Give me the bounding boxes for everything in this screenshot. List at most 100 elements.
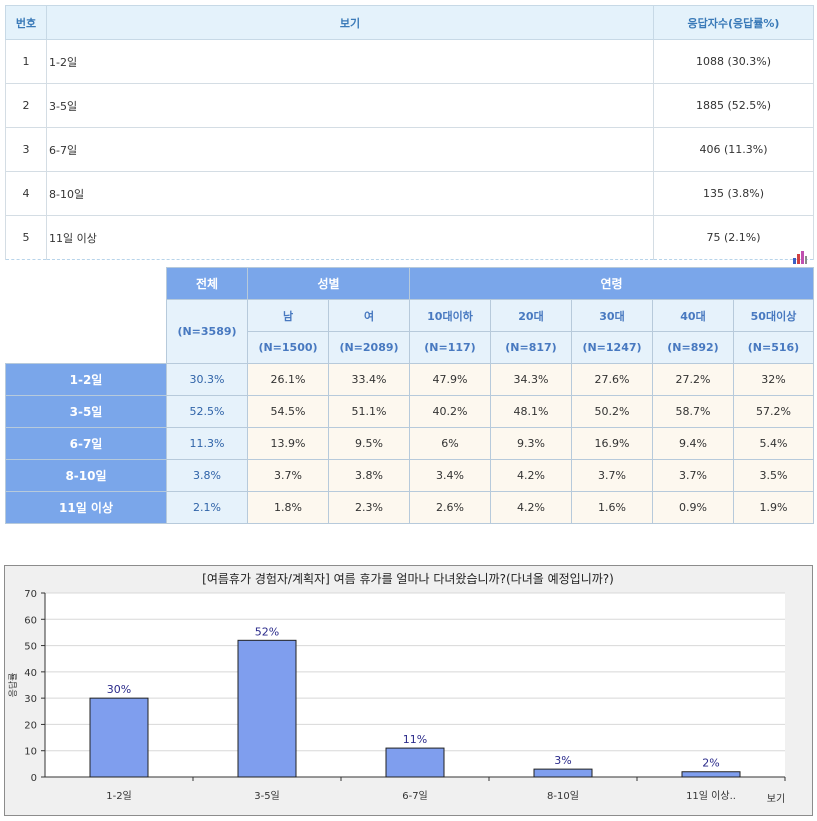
row-number: 5 bbox=[5, 215, 47, 260]
table-row: 5 11일 이상 75 (2.1%) bbox=[5, 215, 814, 260]
crosstab-group-n: (N=1247) bbox=[571, 331, 653, 364]
y-tick-label: 0 bbox=[31, 773, 37, 784]
crosstab-cell: 58.7% bbox=[652, 395, 734, 428]
row-option: 11일 이상 bbox=[46, 215, 654, 260]
x-tick-label: 8-10일 bbox=[547, 790, 579, 802]
crosstab-group-label: 10대이하 bbox=[409, 299, 491, 332]
crosstab-total-n: (N=3589) bbox=[166, 299, 248, 364]
crosstab-row: 3-5일 52.5% 54.5% 51.1% 40.2% 48.1% 50.2% 58.7% 5… bbox=[5, 395, 814, 428]
crosstab-group-label: 30대 bbox=[571, 299, 653, 332]
chart-title: [여름휴가 경험자/계획자] 여름 휴가를 얼마나 다녀왔습니까?(다녀올 예정… bbox=[202, 571, 614, 586]
crosstab-total-label: 전체 bbox=[166, 267, 248, 300]
crosstab-cell: 9.4% bbox=[652, 427, 734, 460]
crosstab-group-n: (N=1500) bbox=[247, 331, 329, 364]
crosstab-total-cell: 2.1% bbox=[166, 491, 248, 524]
crosstab-cell: 1.8% bbox=[247, 491, 329, 524]
bar-1 bbox=[89, 697, 149, 778]
table-row: 3 6-7일 406 (11.3%) bbox=[5, 127, 814, 172]
crosstab-row-label: 11일 이상 bbox=[5, 491, 167, 524]
crosstab-cell: 48.1% bbox=[490, 395, 572, 428]
crosstab-cell: 1.9% bbox=[733, 491, 814, 524]
crosstab-group-label: 20대 bbox=[490, 299, 572, 332]
bar-data-label: 11% bbox=[403, 733, 427, 746]
crosstab-cell: 3.7% bbox=[571, 459, 653, 492]
row-number: 1 bbox=[5, 39, 47, 84]
crosstab-cell: 40.2% bbox=[409, 395, 491, 428]
bar-data-label: 3% bbox=[554, 754, 571, 767]
crosstab-row-label: 3-5일 bbox=[5, 395, 167, 428]
crosstab-age-label: 연령 bbox=[409, 267, 814, 300]
crosstab-cell: 3.4% bbox=[409, 459, 491, 492]
row-option: 8-10일 bbox=[46, 171, 654, 216]
crosstab-total-cell: 3.8% bbox=[166, 459, 248, 492]
crosstab-group-n: (N=892) bbox=[652, 331, 734, 364]
row-responses: 135 (3.8%) bbox=[653, 171, 814, 216]
crosstab-cell: 16.9% bbox=[571, 427, 653, 460]
crosstab-cell: 0.9% bbox=[652, 491, 734, 524]
crosstab-cell: 27.6% bbox=[571, 363, 653, 396]
x-tick-label: 11일 이상.. bbox=[686, 790, 736, 802]
row-responses: 1088 (30.3%) bbox=[653, 39, 814, 84]
response-table: 번호 보기 응답자수(응답률%) 1 1-2일 1088 (30.3%) 2 3-5일 1… bbox=[5, 5, 814, 260]
x-tick-label: 6-7일 bbox=[402, 790, 428, 802]
bar-data-label: 52% bbox=[255, 625, 279, 638]
table-row: 4 8-10일 135 (3.8%) bbox=[5, 171, 814, 216]
crosstab-corner bbox=[5, 267, 167, 364]
crosstab-row: 8-10일 3.8% 3.7% 3.8% 3.4% 4.2% 3.7% 3.7% 3.5% bbox=[5, 459, 814, 492]
x-axis-label: 보기 bbox=[767, 793, 785, 805]
response-table-header: 번호 보기 응답자수(응답률%) bbox=[5, 5, 814, 40]
crosstab-table: 전체 성별 연령 (N=3589) 남 여 10대이하 20대 30대 40대 50대이상 … bbox=[5, 267, 814, 524]
y-tick-label: 50 bbox=[24, 642, 37, 653]
crosstab-cell: 9.5% bbox=[328, 427, 410, 460]
crosstab-cell: 3.5% bbox=[733, 459, 814, 492]
crosstab-cell: 5.4% bbox=[733, 427, 814, 460]
row-responses: 1885 (52.5%) bbox=[653, 83, 814, 128]
crosstab-cell: 3.8% bbox=[328, 459, 410, 492]
crosstab-cell: 3.7% bbox=[652, 459, 734, 492]
crosstab-cell: 2.6% bbox=[409, 491, 491, 524]
table-row: 2 3-5일 1885 (52.5%) bbox=[5, 83, 814, 128]
crosstab-group-n: (N=2089) bbox=[328, 331, 410, 364]
crosstab-cell: 32% bbox=[733, 363, 814, 396]
table-row: 1 1-2일 1088 (30.3%) bbox=[5, 39, 814, 84]
y-axis-label: 응답률 bbox=[7, 673, 19, 698]
y-tick-label: 40 bbox=[24, 668, 37, 679]
crosstab-group-label: 50대이상 bbox=[733, 299, 814, 332]
crosstab-cell: 1.6% bbox=[571, 491, 653, 524]
crosstab-cell: 9.3% bbox=[490, 427, 572, 460]
crosstab-cell: 3.7% bbox=[247, 459, 329, 492]
crosstab-cell: 34.3% bbox=[490, 363, 572, 396]
crosstab-cell: 27.2% bbox=[652, 363, 734, 396]
crosstab-row-label: 6-7일 bbox=[5, 427, 167, 460]
crosstab-total-cell: 11.3% bbox=[166, 427, 248, 460]
header-no: 번호 bbox=[5, 5, 47, 40]
row-responses: 406 (11.3%) bbox=[653, 127, 814, 172]
row-option: 3-5일 bbox=[46, 83, 654, 128]
crosstab-row-label: 1-2일 bbox=[5, 363, 167, 396]
row-responses: 75 (2.1%) bbox=[653, 215, 814, 260]
bar-chart-icon[interactable] bbox=[792, 250, 808, 264]
x-tick-label: 1-2일 bbox=[106, 790, 132, 802]
row-option: 6-7일 bbox=[46, 127, 654, 172]
header-option: 보기 bbox=[46, 5, 654, 40]
crosstab-cell: 33.4% bbox=[328, 363, 410, 396]
header-responses: 응답자수(응답률%) bbox=[653, 5, 814, 40]
bar-2 bbox=[237, 639, 297, 778]
crosstab-total-cell: 52.5% bbox=[166, 395, 248, 428]
plot-area bbox=[45, 593, 785, 777]
bar-3 bbox=[385, 747, 445, 778]
crosstab-group-label: 40대 bbox=[652, 299, 734, 332]
y-tick-label: 10 bbox=[24, 747, 37, 758]
crosstab-cell: 26.1% bbox=[247, 363, 329, 396]
crosstab-cell: 54.5% bbox=[247, 395, 329, 428]
crosstab-group-n: (N=817) bbox=[490, 331, 572, 364]
crosstab-cell: 57.2% bbox=[733, 395, 814, 428]
row-option: 1-2일 bbox=[46, 39, 654, 84]
crosstab-group-n: (N=516) bbox=[733, 331, 814, 364]
bar-5 bbox=[681, 771, 741, 778]
crosstab-cell: 51.1% bbox=[328, 395, 410, 428]
crosstab-row: 6-7일 11.3% 13.9% 9.5% 6% 9.3% 16.9% 9.4% 5.4% bbox=[5, 427, 814, 460]
bar-data-label: 2% bbox=[702, 757, 719, 770]
crosstab-gender-label: 성별 bbox=[247, 267, 410, 300]
crosstab-total-cell: 30.3% bbox=[166, 363, 248, 396]
